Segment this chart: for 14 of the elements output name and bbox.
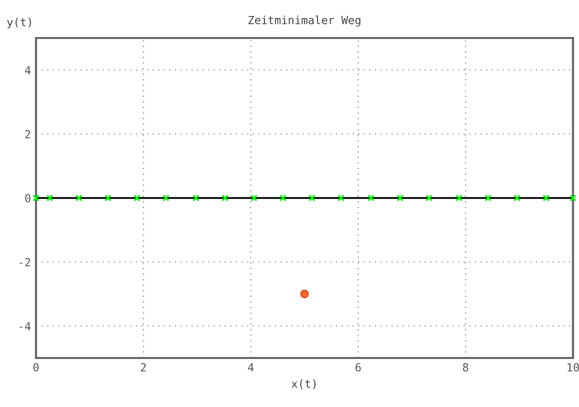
x-tick-label: 4 — [248, 363, 254, 372]
x-tick-label: 6 — [356, 363, 361, 372]
y-tick-label: 0 — [25, 194, 30, 202]
y-tick-label: -2 — [20, 258, 30, 266]
y-tick-label: 4 — [25, 66, 31, 74]
x-axis-title: x(t) — [292, 379, 316, 390]
y-axis-title: y(t) — [7, 18, 32, 28]
x-tick-label: 0 — [33, 363, 39, 372]
x-tick-label: 10 — [568, 363, 579, 372]
y-tick-label: 2 — [25, 130, 30, 138]
x-tick-label: 8 — [462, 363, 468, 372]
x-tick-label: 2 — [140, 363, 146, 372]
y-tick-label: -4 — [20, 322, 31, 330]
chart-title: Zeitminimaler Weg — [248, 16, 360, 26]
